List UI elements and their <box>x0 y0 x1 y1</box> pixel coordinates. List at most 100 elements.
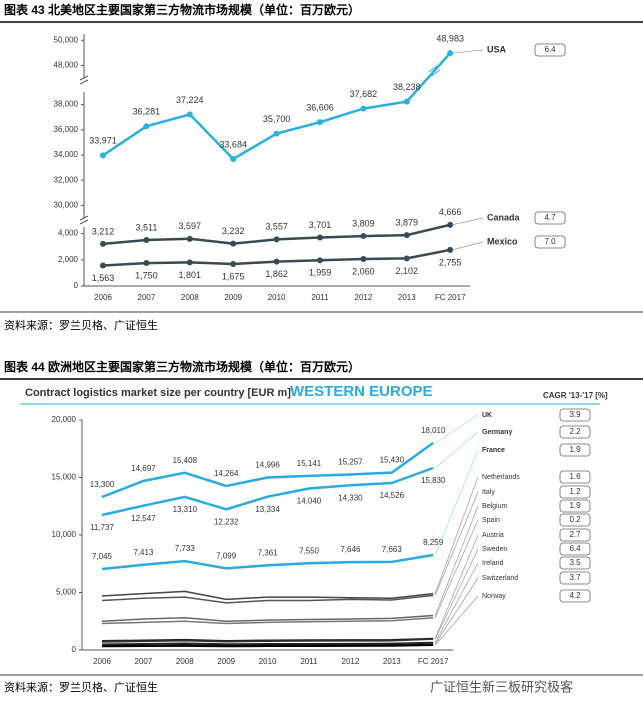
data-label: 1,563 <box>92 273 115 283</box>
data-label: 36,606 <box>306 103 334 113</box>
data-label: 1,862 <box>265 269 288 279</box>
source-note: 资料来源：罗兰贝格、广证恒生 <box>4 318 158 332</box>
x-tick-label: 2009 <box>217 657 235 666</box>
y-tick-label: 10,000 <box>52 530 77 539</box>
data-point <box>317 234 323 241</box>
data-label: 2,755 <box>439 257 462 267</box>
cagr-label: 7.0 <box>544 237 556 246</box>
data-label: 1,750 <box>135 270 158 280</box>
data-point <box>403 98 410 105</box>
data-point <box>317 257 323 264</box>
cagr-box <box>559 589 591 603</box>
data-label: 4,666 <box>439 207 462 217</box>
figure-caption: 图表 43 北美地区主要国家第三方物流市场规模（单位：百万欧元） <box>4 2 360 17</box>
data-label: 37,682 <box>350 89 378 99</box>
x-tick-label: 2007 <box>135 657 153 666</box>
data-label: 3,212 <box>92 226 115 236</box>
legend-leader <box>452 217 484 226</box>
x-tick-label: 2013 <box>383 657 401 666</box>
cagr-box <box>559 443 591 457</box>
data-point <box>100 152 106 159</box>
series-line <box>101 641 434 646</box>
data-point <box>186 235 193 242</box>
data-label: 7,361 <box>258 548 279 557</box>
cagr-box <box>534 211 566 225</box>
legend-label: Austria <box>482 532 504 539</box>
data-point <box>273 130 280 137</box>
legend-leader <box>434 476 479 594</box>
y-tick-label: 48,000 <box>54 61 79 70</box>
data-label: 14,697 <box>131 464 156 473</box>
cagr-box <box>534 235 566 249</box>
x-tick-label: 2012 <box>342 657 360 666</box>
y-tick-label: 15,000 <box>52 473 77 482</box>
data-label: 1,675 <box>222 271 245 281</box>
data-label: 7,045 <box>92 552 113 561</box>
data-label: 12,547 <box>131 514 156 523</box>
data-label: 35,700 <box>263 114 291 124</box>
data-label: 14,330 <box>338 493 363 502</box>
axis-break <box>79 215 89 225</box>
data-label: 36,281 <box>133 107 161 117</box>
data-point <box>447 50 454 57</box>
x-tick-label: FC 2017 <box>435 293 466 302</box>
x-tick-label: 2007 <box>138 293 156 302</box>
legend-leader <box>434 595 479 646</box>
line-break <box>428 65 441 77</box>
data-label: 33,971 <box>89 136 117 146</box>
data-label: 1,801 <box>179 270 202 280</box>
cagr-box <box>559 556 591 570</box>
data-label: 7,663 <box>382 545 403 554</box>
data-label: 14,040 <box>297 497 322 506</box>
x-tick-label: 2006 <box>94 293 112 302</box>
data-point <box>447 246 454 253</box>
y-tick-label: 5,000 <box>56 588 77 597</box>
data-point <box>230 155 237 162</box>
x-tick-label: 2011 <box>300 657 318 666</box>
series-line <box>101 643 434 647</box>
data-point <box>143 236 150 243</box>
axis-break <box>79 75 89 85</box>
series-line <box>101 638 434 643</box>
watermark: 广证恒生新三板研究极客 <box>430 679 573 694</box>
data-point <box>360 255 367 262</box>
legend-leader <box>434 449 479 556</box>
data-point <box>143 260 150 267</box>
data-label: 3,511 <box>135 222 157 232</box>
legend-label: Norway <box>482 593 506 600</box>
data-label: 14,264 <box>214 469 239 478</box>
legend-label: Canada <box>487 212 521 222</box>
data-point <box>230 261 237 268</box>
series-line <box>101 614 434 623</box>
series-line <box>101 617 434 625</box>
y-tick-label: 32,000 <box>54 175 79 184</box>
cagr-box <box>559 485 591 499</box>
data-label: 15,830 <box>421 476 446 485</box>
data-label: 2,060 <box>352 266 375 276</box>
legend-label: Sweden <box>482 546 507 553</box>
legend-leader <box>434 491 479 596</box>
legend-leader <box>434 505 479 616</box>
data-label: 7,099 <box>216 551 237 560</box>
cagr-label: 3.5 <box>569 558 581 567</box>
cagr-label: 1.9 <box>569 445 581 454</box>
legend-label: Germany <box>482 429 512 436</box>
y-tick-label: 38,000 <box>54 100 79 109</box>
data-label: 3,597 <box>179 221 202 231</box>
x-tick-label: FC 2017 <box>418 657 449 666</box>
legend-label: USA <box>487 44 507 54</box>
data-label: 3,809 <box>352 218 375 228</box>
data-label: 15,257 <box>338 458 363 467</box>
data-label: 7,733 <box>175 544 196 553</box>
legend-leader <box>434 431 479 469</box>
data-label: 7,646 <box>340 545 361 554</box>
legend-label: France <box>482 447 505 454</box>
legend-label: Netherlands <box>482 474 520 481</box>
series-line <box>101 644 434 648</box>
chart-title: Contract logistics market size per count… <box>25 387 291 399</box>
data-label: 37,224 <box>176 95 204 105</box>
cagr-box <box>559 513 591 527</box>
legend-label: Spain <box>482 517 500 524</box>
x-tick-label: 2013 <box>398 293 416 302</box>
